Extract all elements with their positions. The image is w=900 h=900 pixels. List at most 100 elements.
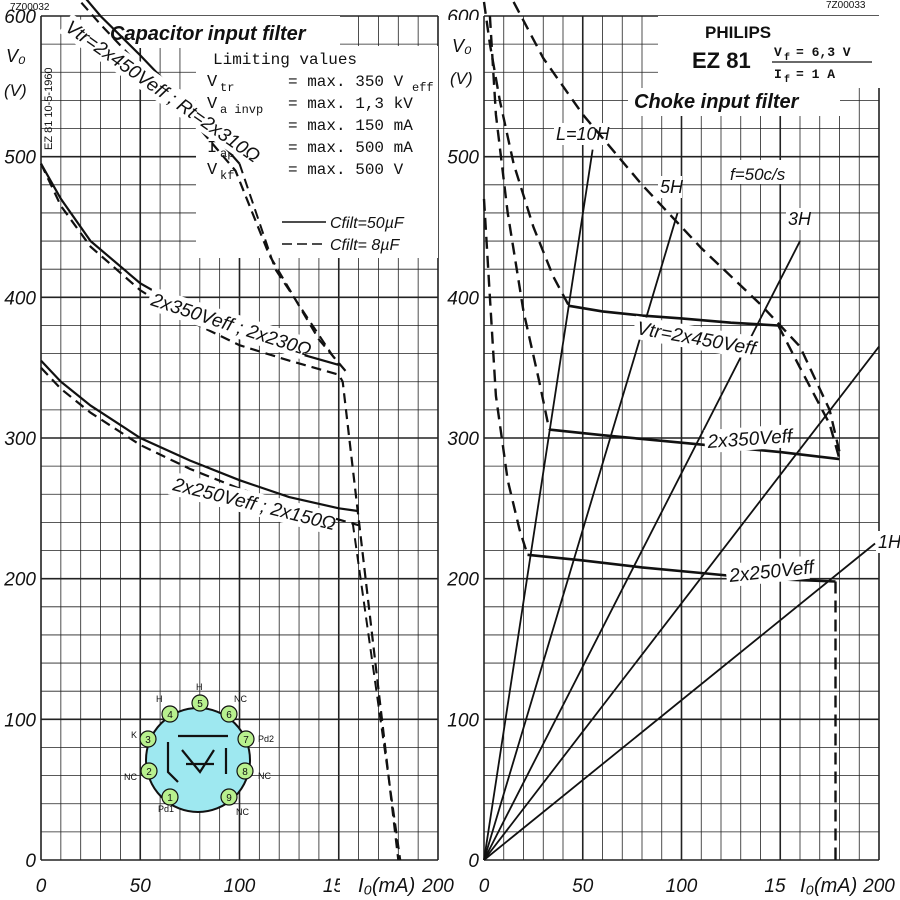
series-line	[549, 428, 840, 461]
pin-name: NC	[236, 807, 249, 817]
limit-symbol: V	[207, 161, 218, 180]
pin-circle	[191, 694, 209, 712]
series-line	[568, 304, 779, 327]
x-tick-label: 200	[862, 876, 895, 897]
label-bg	[58, 13, 261, 165]
choke-line	[483, 346, 880, 861]
legend-label: Cfilt=50µF	[330, 215, 405, 232]
side-stamp: EZ 81 10-5-1960	[43, 67, 55, 150]
limit-symbol: I	[207, 139, 217, 158]
pin-name: H	[156, 694, 163, 704]
y-tick-label: 0	[468, 851, 479, 872]
pin-number: 1	[167, 793, 173, 804]
note-bg	[728, 160, 798, 184]
model-name: EZ 81	[692, 48, 751, 73]
label-bg	[632, 315, 754, 360]
electrode-sketch	[166, 734, 228, 783]
pin-name: K	[131, 730, 137, 740]
pin-name: H	[196, 682, 203, 692]
series-line	[40, 359, 359, 513]
pin-number: 8	[242, 767, 248, 778]
doc-code: 7Z00032	[10, 2, 50, 13]
pin-name: NC	[258, 771, 271, 781]
axis-label-bg	[340, 866, 408, 896]
axis-label-bg	[786, 866, 856, 896]
limit-symbol: V	[207, 95, 218, 114]
spec-symbol: V	[774, 45, 782, 60]
y-tick-label: 600	[4, 7, 36, 28]
pin-number: 4	[167, 710, 173, 721]
limit-value: = max. 350 V	[288, 73, 404, 91]
y-axis-label: V₀	[452, 36, 472, 56]
y-axis-unit: (V)	[450, 69, 473, 88]
limits-heading: Limiting values	[213, 51, 357, 69]
choke-line-label: 1H	[878, 532, 900, 552]
pin-name: Pd2	[258, 734, 274, 744]
curve-label-group: 2x350Veff	[703, 424, 795, 454]
limit-subscript: a invp	[220, 103, 263, 117]
y-axis-label: V₀	[6, 46, 26, 66]
label-bg	[876, 531, 900, 553]
curve-label: 2x250Veff ; 2x150Ω	[170, 474, 338, 535]
title-bg	[628, 88, 840, 116]
limit-value: = max. 500 V	[288, 161, 404, 179]
pin-number: 7	[243, 735, 249, 746]
pin-number: 6	[226, 710, 232, 721]
x-tick-label: 0	[479, 876, 490, 897]
x-tick-label: 100	[666, 876, 698, 897]
x-tick-label: 50	[130, 876, 152, 897]
y-tick-label: 400	[447, 288, 479, 309]
series-line	[77, 0, 350, 376]
chart-title: Capacitor input filter	[110, 23, 307, 45]
pin-circle	[161, 705, 179, 723]
series-line	[488, 15, 551, 430]
spec-symbol: I	[774, 67, 782, 82]
brand-box	[658, 16, 880, 88]
y-tick-label: 200	[3, 570, 36, 591]
spec-value: = 6,3 V	[796, 45, 851, 60]
limit-subscript: kf	[220, 169, 234, 183]
y-tick-label: 200	[446, 570, 479, 591]
series-line	[351, 522, 402, 861]
y-tick-label: 0	[25, 851, 36, 872]
title-bg	[100, 16, 340, 48]
pin-number: 3	[145, 735, 151, 746]
spec-subscript: f	[784, 74, 790, 86]
pin-circle	[236, 762, 254, 780]
limit-symbol: V	[207, 73, 218, 92]
spec-value: = 1 A	[796, 67, 835, 82]
limit-value: = max. 500 mA	[288, 139, 413, 157]
series-line	[238, 163, 340, 366]
label-bg	[167, 471, 335, 535]
y-tick-label: 300	[447, 429, 479, 450]
y-tick-label: 100	[447, 710, 479, 731]
series-line	[512, 1, 841, 453]
y-tick-label: 400	[4, 288, 36, 309]
pin-circle	[220, 705, 238, 723]
pin-number: 9	[226, 793, 232, 804]
legend-label: Cfilt= 8µF	[330, 237, 400, 254]
x-tick-label: 0	[36, 876, 47, 897]
x-tick-label: 200	[421, 876, 454, 897]
pin-number: 2	[146, 767, 152, 778]
limit-value: = max. 150 mA	[288, 117, 413, 135]
series-line	[777, 324, 841, 460]
choke-line-label: 5H	[660, 177, 684, 197]
label-bg	[703, 424, 788, 454]
y-tick-label: 500	[4, 148, 36, 169]
x-axis-label: I₀(mA)	[358, 875, 415, 897]
x-axis-label: I₀(mA)	[800, 875, 857, 897]
y-tick-label: 300	[4, 429, 36, 450]
axis-label-bg	[446, 20, 480, 90]
choke-line-label: L=10H	[556, 124, 611, 144]
pin-circle	[220, 788, 238, 806]
doc-code: 7Z00033	[826, 0, 866, 11]
label-bg	[554, 123, 608, 145]
curve-label-group: 2x250Veff	[725, 555, 817, 588]
spec-subscript: f	[784, 52, 790, 64]
